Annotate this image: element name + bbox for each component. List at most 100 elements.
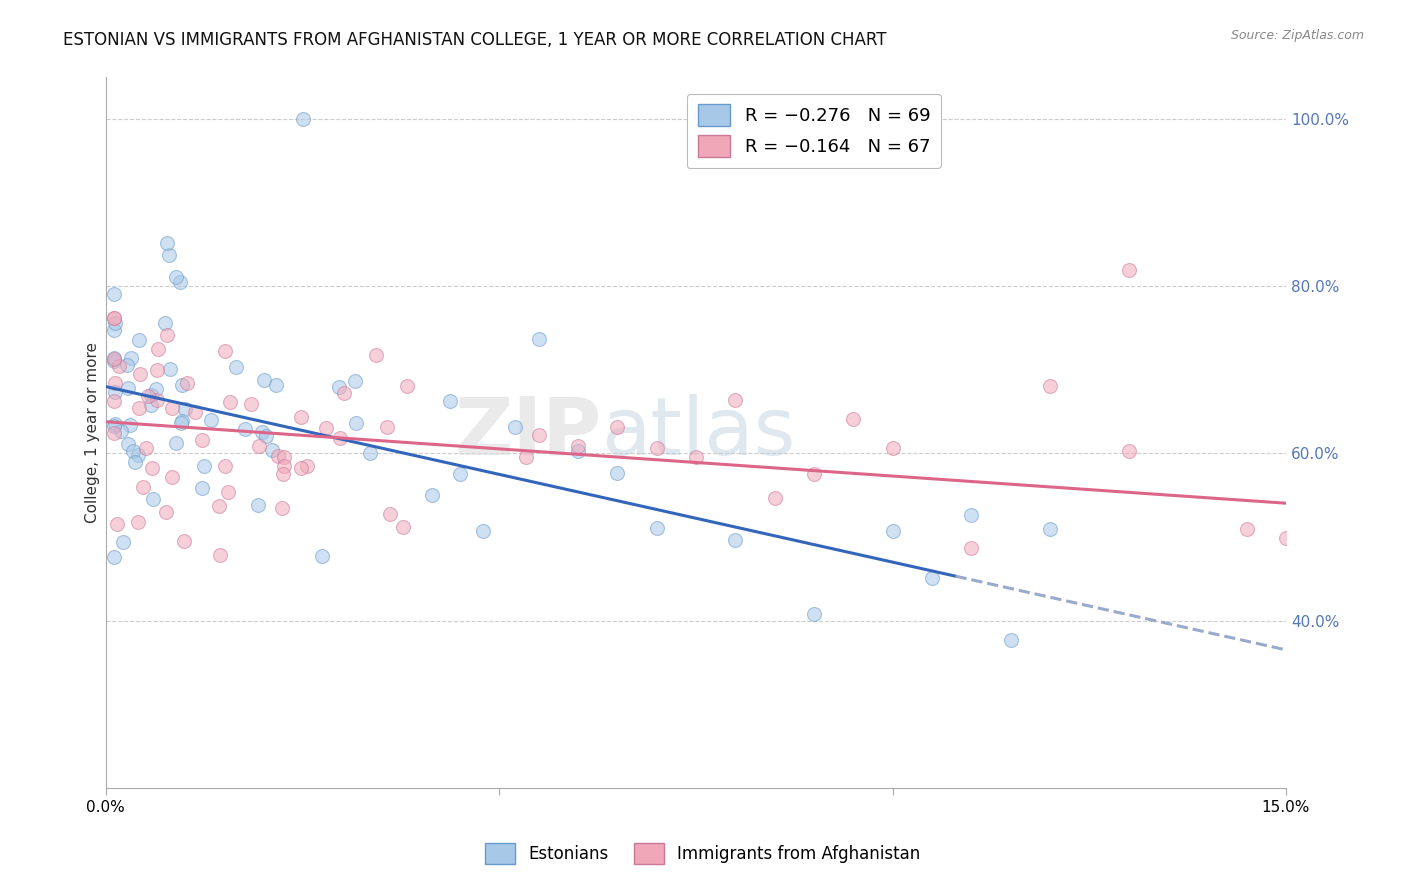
- Point: [159, 361, 181, 376]
- Point: [110, 424, 132, 438]
- Point: [103, 311, 125, 326]
- Point: [291, 112, 314, 127]
- Point: [253, 373, 276, 387]
- Point: [250, 425, 273, 440]
- Point: [377, 420, 399, 434]
- Point: [724, 533, 747, 547]
- Point: [145, 382, 167, 396]
- Point: [264, 378, 287, 392]
- Point: [103, 351, 125, 366]
- Point: [214, 458, 236, 473]
- Point: [176, 376, 198, 391]
- Point: [131, 480, 153, 494]
- Point: [1236, 522, 1258, 536]
- Point: [104, 316, 127, 330]
- Point: [378, 507, 401, 521]
- Point: [156, 328, 179, 343]
- Point: [173, 402, 195, 417]
- Point: [117, 381, 139, 395]
- Point: [112, 535, 135, 549]
- Point: [103, 310, 125, 325]
- Point: [290, 410, 312, 425]
- Point: [921, 571, 943, 585]
- Point: [103, 353, 125, 368]
- Point: [247, 498, 270, 512]
- Point: [1118, 262, 1140, 277]
- Point: [138, 389, 160, 403]
- Point: [290, 461, 312, 475]
- Point: [1039, 522, 1062, 536]
- Point: [1275, 531, 1298, 545]
- Point: [148, 343, 170, 357]
- Text: atlas: atlas: [602, 393, 796, 472]
- Point: [328, 379, 350, 393]
- Point: [129, 368, 152, 382]
- Point: [420, 487, 443, 501]
- Text: ZIP: ZIP: [454, 393, 602, 472]
- Point: [247, 438, 270, 452]
- Point: [103, 419, 125, 434]
- Point: [120, 351, 142, 365]
- Point: [267, 449, 290, 463]
- Point: [311, 549, 333, 563]
- Point: [527, 332, 550, 346]
- Point: [297, 458, 319, 473]
- Point: [191, 433, 214, 447]
- Point: [273, 458, 295, 473]
- Point: [567, 443, 589, 458]
- Point: [271, 501, 294, 516]
- Point: [142, 492, 165, 507]
- Point: [118, 417, 141, 432]
- Point: [217, 485, 239, 500]
- Point: [139, 388, 162, 402]
- Point: [882, 441, 904, 455]
- Point: [1118, 444, 1140, 458]
- Point: [527, 428, 550, 442]
- Point: [104, 417, 127, 432]
- Point: [128, 334, 150, 348]
- Point: [960, 508, 983, 522]
- Point: [208, 548, 231, 562]
- Point: [685, 450, 707, 464]
- Point: [108, 359, 131, 374]
- Point: [128, 448, 150, 462]
- Point: [344, 374, 367, 388]
- Point: [156, 236, 179, 251]
- Point: [165, 436, 187, 450]
- Point: [503, 420, 526, 434]
- Text: ESTONIAN VS IMMIGRANTS FROM AFGHANISTAN COLLEGE, 1 YEAR OR MORE CORRELATION CHAR: ESTONIAN VS IMMIGRANTS FROM AFGHANISTAN …: [63, 31, 887, 49]
- Point: [103, 287, 125, 301]
- Point: [439, 393, 461, 408]
- Point: [359, 446, 381, 460]
- Point: [117, 358, 139, 372]
- Point: [395, 379, 418, 393]
- Point: [165, 270, 187, 285]
- Point: [170, 417, 193, 431]
- Point: [364, 348, 387, 362]
- Point: [803, 467, 825, 482]
- Point: [645, 442, 668, 456]
- Point: [169, 275, 191, 289]
- Point: [233, 422, 256, 436]
- Point: [103, 323, 125, 337]
- Point: [157, 247, 180, 261]
- Point: [214, 343, 236, 358]
- Point: [191, 481, 214, 495]
- Point: [103, 549, 125, 564]
- Point: [960, 541, 983, 555]
- Point: [882, 524, 904, 538]
- Point: [184, 404, 207, 418]
- Y-axis label: College, 1 year or more: College, 1 year or more: [86, 343, 100, 523]
- Point: [391, 520, 413, 534]
- Point: [146, 393, 169, 408]
- Point: [105, 517, 128, 532]
- Point: [724, 393, 747, 408]
- Point: [104, 384, 127, 399]
- Point: [103, 393, 125, 408]
- Point: [606, 466, 628, 480]
- Point: [1000, 633, 1022, 648]
- Point: [207, 499, 229, 513]
- Point: [333, 385, 356, 400]
- Point: [329, 431, 352, 445]
- Point: [135, 442, 157, 456]
